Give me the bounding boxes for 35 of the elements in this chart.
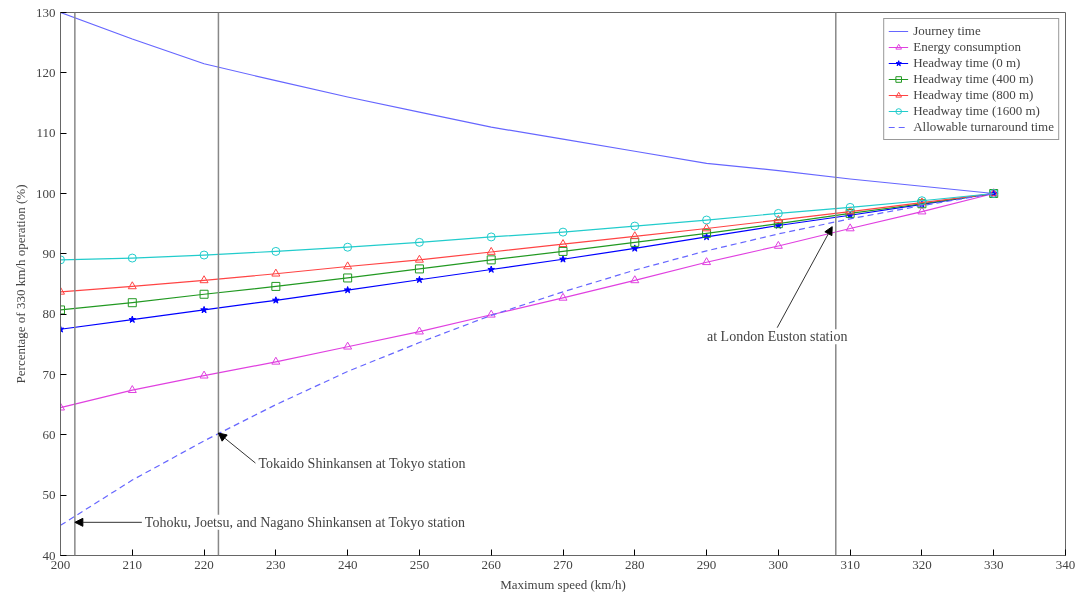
x-tick-label: 260 bbox=[481, 556, 501, 572]
annotation: Tokaido Shinkansen at Tokyo station bbox=[258, 455, 466, 471]
y-tick-label: 120 bbox=[36, 64, 56, 80]
y-tick-label: 90 bbox=[42, 245, 56, 261]
x-tick-label: 290 bbox=[696, 556, 717, 572]
x-tick-label: 240 bbox=[337, 556, 358, 572]
legend-label: Journey time bbox=[913, 23, 981, 39]
y-tick-label: 80 bbox=[42, 306, 56, 322]
legend-label: Energy consumption bbox=[913, 39, 1021, 55]
y-tick-label: 110 bbox=[36, 125, 56, 141]
y-axis-title: Percentage of 330 km/h operation (%) bbox=[13, 184, 28, 384]
x-tick-label: 270 bbox=[553, 556, 573, 572]
x-tick-label: 280 bbox=[625, 556, 645, 572]
legend-label: Headway time (400 m) bbox=[913, 71, 1034, 87]
x-tick-label: 340 bbox=[1055, 556, 1076, 572]
y-tick-label: 70 bbox=[42, 366, 56, 382]
x-tick-label: 310 bbox=[840, 556, 860, 572]
x-tick-label: 220 bbox=[194, 556, 214, 572]
x-tick-label: 300 bbox=[768, 556, 789, 572]
x-tick-label: 250 bbox=[409, 556, 430, 572]
legend-label: Headway time (800 m) bbox=[913, 87, 1034, 103]
x-tick-label: 210 bbox=[122, 556, 143, 572]
y-tick-label: 100 bbox=[36, 185, 56, 201]
y-tick-label: 130 bbox=[36, 4, 56, 20]
y-tick-label: 60 bbox=[42, 426, 56, 442]
x-axis-title: Maximum speed (km/h) bbox=[500, 576, 626, 592]
x-tick-label: 330 bbox=[983, 556, 1004, 572]
y-tick-label: 50 bbox=[42, 487, 56, 503]
annotation: Tohoku, Joetsu, and Nagano Shinkansen at Tokyo station bbox=[144, 514, 465, 530]
legend-label: Headway time (1600 m) bbox=[913, 103, 1040, 119]
x-tick-label: 320 bbox=[912, 556, 932, 572]
legend-label: Headway time (0 m) bbox=[913, 55, 1021, 71]
x-tick-label: 230 bbox=[266, 556, 286, 572]
annotation: at London Euston station bbox=[707, 329, 848, 345]
legend-label: Allowable turnaround time bbox=[913, 119, 1054, 135]
